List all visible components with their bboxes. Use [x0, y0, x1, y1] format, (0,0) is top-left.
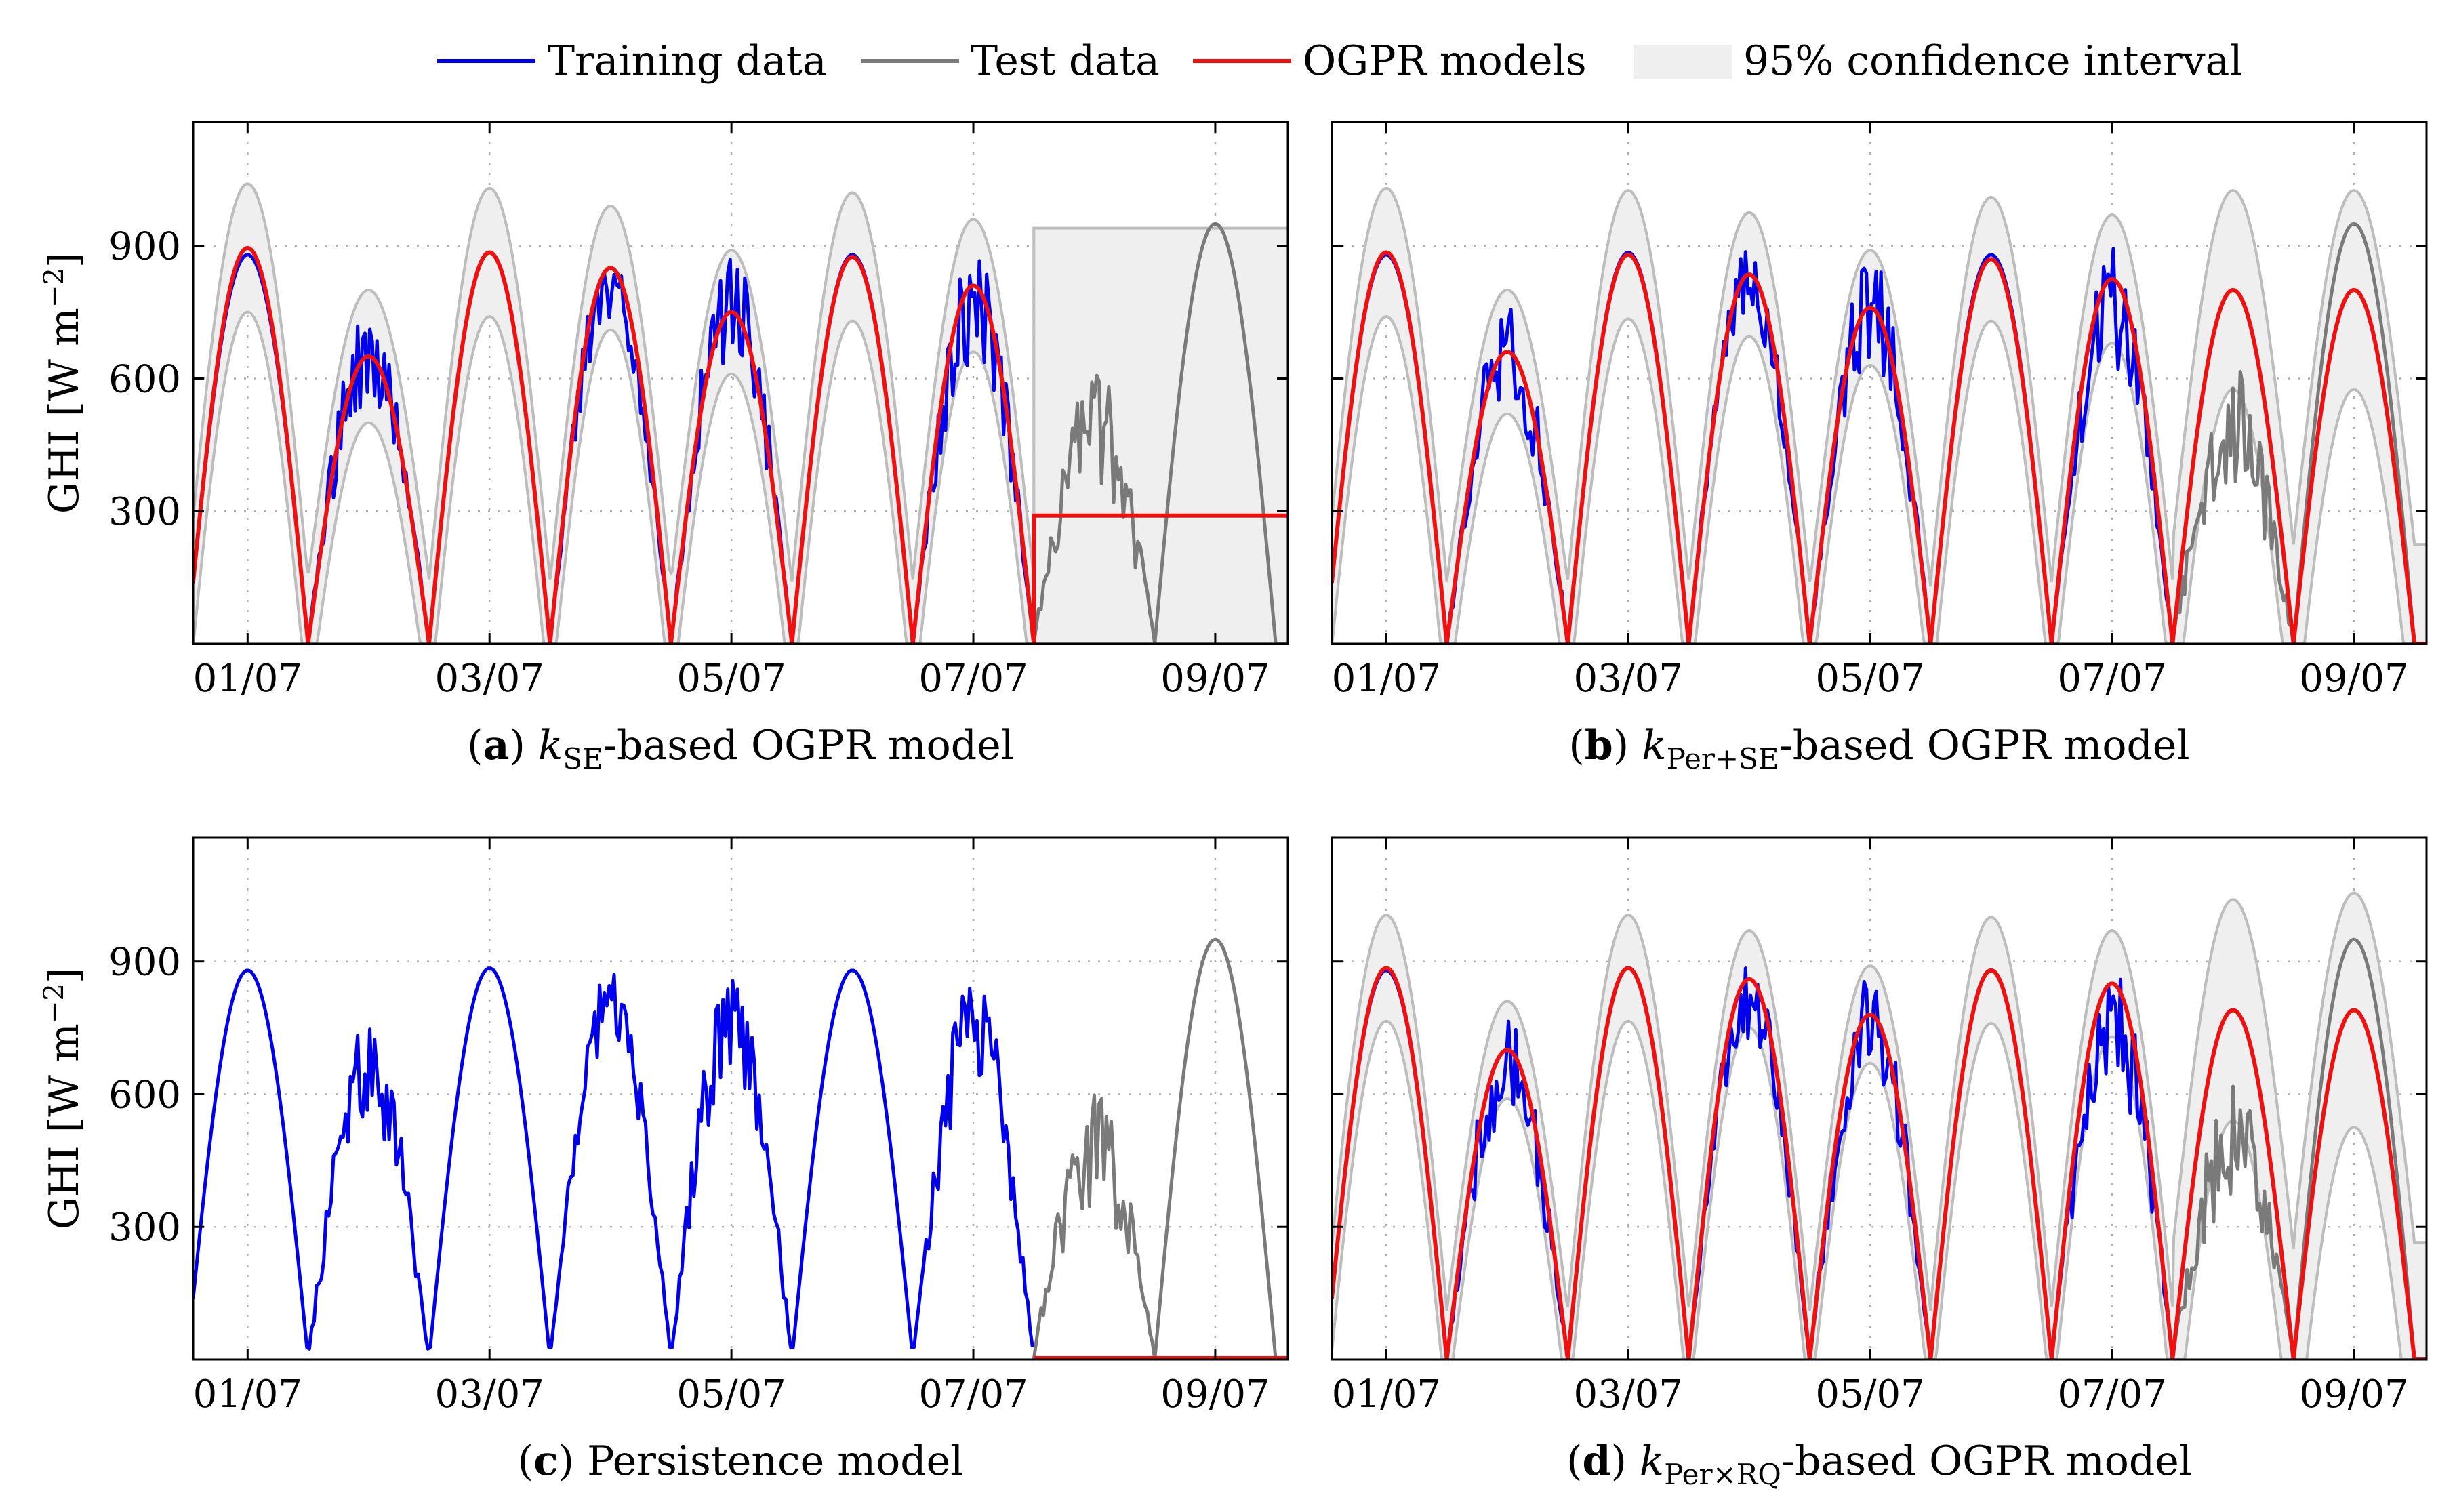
x-tick-label: 05/07 — [676, 1372, 786, 1416]
y-tick-label: 600 — [108, 1073, 181, 1117]
grid — [193, 838, 1288, 1360]
x-tick-label: 09/07 — [2299, 1372, 2408, 1416]
ci-upper-line — [1332, 891, 2427, 1311]
caption-label: (c) — [518, 1437, 587, 1485]
y-axis-label: GHI [W m−2] — [39, 968, 88, 1229]
y-axis-label-main: GHI [W m — [41, 1023, 88, 1229]
caption-subscript: Per×RQ — [1664, 1458, 1781, 1491]
y-axis-label-main: GHI [W m — [41, 308, 88, 514]
x-tick-label: 03/07 — [435, 1372, 544, 1416]
caption-text: k — [538, 722, 563, 769]
caption-b: (b) kPer+SE-based OGPR model — [1568, 722, 2189, 775]
caption-paren: ) — [509, 722, 537, 769]
y-tick-label: 300 — [108, 1206, 181, 1250]
legend-label-test: Test data — [971, 37, 1160, 85]
legend-label-ci: 95% confidence interval — [1743, 37, 2243, 85]
panel-d: 01/07 03/07 05/07 07/07 09/07 (d) kPer×RQ-bas… — [1331, 836, 2428, 1491]
plot-area — [1332, 186, 2427, 644]
caption-paren: ) — [559, 1437, 587, 1485]
panel-c: 300 600 900 01/07 03/07 05/07 07/07 09/07 GHI [W… — [39, 836, 1289, 1485]
axes-frame — [192, 836, 1289, 1361]
x-tick-label: 07/07 — [2057, 1372, 2166, 1416]
caption-label: (d) — [1566, 1437, 1640, 1485]
x-tick-label: 07/07 — [2057, 657, 2166, 701]
caption-text-post: -based OGPR model — [1779, 722, 2190, 769]
x-tick-label: 01/07 — [1332, 657, 1441, 701]
caption-paren: ( — [1566, 1437, 1582, 1485]
test-data-line — [1032, 222, 1288, 644]
caption-letter: c — [533, 1437, 559, 1485]
plot-area — [193, 182, 1288, 644]
y-tick-label: 600 — [108, 357, 181, 401]
caption-paren: ( — [467, 722, 483, 769]
x-tick-label: 01/07 — [193, 657, 302, 701]
y-axis-label-sup: −2 — [39, 983, 70, 1023]
y-axis-label-end: ] — [41, 252, 88, 268]
ci-band — [1332, 893, 2427, 1360]
caption-label: (b) — [1568, 722, 1642, 769]
x-tick-label: 01/07 — [193, 1372, 302, 1416]
legend-swatch-ci — [1634, 45, 1732, 79]
y-axis-label-end: ] — [41, 968, 88, 983]
x-tick-label: 07/07 — [918, 1372, 1028, 1416]
x-tick-label: 03/07 — [435, 657, 544, 701]
x-tick-label: 05/07 — [1815, 657, 1924, 701]
plot-area — [193, 937, 1288, 1360]
y-tick-label: 900 — [108, 941, 181, 985]
panel-a: 300 600 900 01/07 03/07 05/07 07/07 09/07 GHI [W… — [39, 121, 1289, 775]
legend-label-training: Training data — [548, 37, 827, 85]
x-tick-label: 03/07 — [1574, 657, 1683, 701]
caption-paren: ( — [518, 1437, 533, 1485]
caption-letter: d — [1582, 1437, 1610, 1485]
caption-label: (a) — [467, 722, 538, 769]
caption-d: (d) kPer×RQ-based OGPR model — [1566, 1437, 2192, 1491]
ci-band — [1332, 188, 2427, 644]
ci-upper-line — [193, 182, 1288, 582]
x-tick-label: 05/07 — [676, 657, 786, 701]
legend: Training data Test data OGPR models 95% … — [437, 37, 2243, 85]
x-tick-label: 03/07 — [1574, 1372, 1683, 1416]
caption-text-post: -based OGPR model — [603, 722, 1014, 769]
x-tick-label: 09/07 — [2299, 657, 2408, 701]
y-axis-label: GHI [W m−2] — [39, 252, 88, 514]
caption-text: k — [1642, 722, 1666, 769]
caption-a: (a) kSE-based OGPR model — [467, 722, 1014, 775]
ci-upper-line — [1332, 186, 2427, 587]
caption-letter: a — [483, 722, 510, 769]
x-tick-label: 05/07 — [1815, 1372, 1924, 1416]
caption-letter: b — [1585, 722, 1613, 769]
ci-lower-line — [193, 310, 1288, 644]
axes-frame — [1331, 121, 2428, 645]
x-tick-label: 09/07 — [1160, 657, 1270, 701]
caption-paren: ) — [1610, 1437, 1639, 1485]
axes-frame — [1331, 836, 2428, 1361]
model-line — [1332, 250, 2427, 644]
plot-area — [1332, 891, 2427, 1360]
caption-text-post: -based OGPR model — [1781, 1437, 2192, 1485]
y-tick-label: 300 — [108, 490, 181, 534]
training-data-line — [193, 966, 1034, 1351]
legend-label-model: OGPR models — [1303, 37, 1587, 85]
y-axis-label-sup: −2 — [39, 268, 70, 308]
test-data-line — [1032, 937, 1288, 1360]
x-tick-label: 07/07 — [918, 657, 1028, 701]
caption-subscript: SE — [563, 742, 603, 775]
caption-paren: ( — [1568, 722, 1584, 769]
caption-subscript: Per+SE — [1667, 742, 1779, 775]
model-line — [1332, 966, 2427, 1360]
model-line — [193, 245, 1288, 644]
ci-band — [193, 184, 1288, 644]
axes-frame — [192, 121, 1289, 645]
x-tick-label: 09/07 — [1160, 1372, 1270, 1416]
caption-paren: ) — [1613, 722, 1642, 769]
caption-c: (c) Persistence model — [518, 1437, 964, 1485]
caption-text: k — [1640, 1437, 1664, 1485]
caption-text: Persistence model — [587, 1437, 963, 1485]
y-tick-label: 900 — [108, 225, 181, 269]
x-tick-label: 01/07 — [1332, 1372, 1441, 1416]
panel-b: 01/07 03/07 05/07 07/07 09/07 (b) kPer+SE-bas… — [1331, 121, 2428, 775]
